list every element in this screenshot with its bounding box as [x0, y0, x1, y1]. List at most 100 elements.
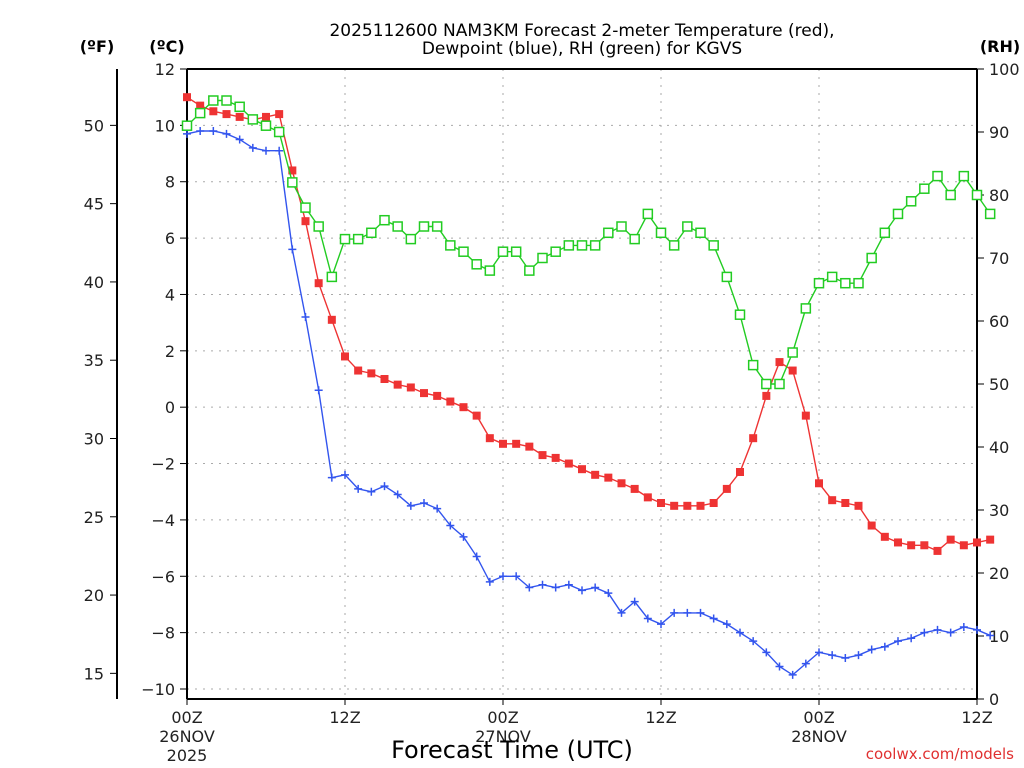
- rh-point: [589, 240, 601, 251]
- celsius-tick-label: 0: [165, 398, 175, 417]
- x-tick-label: 12Z: [645, 708, 676, 727]
- rh-point: [761, 378, 772, 390]
- dewpoint-point: [301, 313, 310, 321]
- temperature-point: [959, 541, 968, 550]
- fahrenheit-tick-label: 50: [84, 116, 104, 135]
- dewpoint-point: [235, 135, 244, 144]
- dewpoint-point: [564, 580, 573, 589]
- rh-point: [181, 120, 193, 131]
- dewpoint-point: [854, 651, 863, 660]
- dewpoint-point: [288, 245, 297, 254]
- temperature-point: [946, 535, 955, 544]
- rh-point: [260, 120, 272, 131]
- dewpoint-point: [499, 572, 507, 581]
- temperature-point: [722, 484, 731, 493]
- dewpoint-point: [828, 651, 837, 660]
- rh-point: [287, 177, 298, 188]
- rh-point: [826, 271, 838, 283]
- rh-point: [853, 277, 864, 289]
- temperature-point: [578, 465, 586, 474]
- temperature-point: [775, 358, 784, 367]
- rh-point: [247, 114, 259, 125]
- dewpoint-point: [472, 552, 481, 561]
- rh-point: [326, 271, 338, 283]
- rh-point: [932, 170, 943, 182]
- x-tick-label: 12Z: [961, 708, 992, 727]
- temperature-point: [288, 166, 297, 175]
- temperature-point: [920, 541, 929, 550]
- dewpoint-point: [775, 662, 784, 671]
- celsius-tick-label: −8: [151, 624, 175, 643]
- temperature-point: [736, 468, 744, 476]
- rh-point: [734, 309, 746, 320]
- temperature-point: [459, 403, 468, 412]
- temperature-point: [709, 499, 718, 507]
- celsius-unit-label: (ºC): [149, 37, 184, 56]
- rh-point: [747, 359, 759, 371]
- dewpoint-point: [459, 532, 468, 541]
- rh-unit-label: (RH): [980, 37, 1020, 56]
- rh-point: [971, 189, 983, 201]
- temperature-point: [564, 459, 573, 468]
- dewpoint-point: [275, 146, 284, 155]
- temperature-point: [591, 470, 600, 479]
- dewpoint-point: [788, 670, 797, 679]
- dewpoint-point: [749, 637, 758, 646]
- rh-point: [537, 252, 548, 264]
- temperature-point: [420, 389, 428, 398]
- fahrenheit-tick-label: 45: [84, 195, 104, 214]
- dewpoint-point: [762, 648, 771, 657]
- grid: [187, 69, 977, 699]
- temperature-point: [854, 501, 863, 510]
- temperature-point: [446, 397, 455, 406]
- dewpoint-point: [367, 487, 376, 496]
- rh-point: [221, 95, 232, 106]
- rh-point: [445, 240, 456, 251]
- rh-point: [774, 378, 785, 390]
- x-tick-label: 00Z: [487, 708, 518, 727]
- dewpoint-point: [314, 386, 323, 395]
- rh-point: [840, 277, 851, 289]
- dewpoint-point: [709, 614, 718, 623]
- dewpoint-point: [722, 620, 731, 629]
- series-line-rh: [186, 99, 991, 385]
- dewpoint-point: [248, 143, 257, 152]
- dewpoint-point: [327, 473, 336, 482]
- rh-point: [313, 221, 324, 232]
- series-dewpoint: [183, 127, 995, 679]
- temperature-point: [512, 439, 521, 448]
- temperature-point: [235, 112, 244, 121]
- rh-point: [273, 126, 285, 138]
- dewpoint-point: [841, 654, 850, 662]
- temperature-point: [525, 442, 534, 451]
- rh-tick-label: 40: [989, 438, 1009, 457]
- celsius-tick-label: 4: [165, 285, 175, 304]
- rh-point: [497, 246, 509, 257]
- temperature-point: [433, 391, 442, 400]
- x-axis-label: Forecast Time (UTC): [391, 736, 633, 764]
- rh-point: [484, 265, 496, 276]
- temperature-point: [788, 366, 797, 375]
- temperature-point: [749, 434, 758, 443]
- celsius-tick-label: 2: [165, 342, 175, 361]
- credit-label: coolwx.com/models: [866, 745, 1014, 763]
- dewpoint-point: [420, 499, 428, 507]
- rh-point: [721, 271, 733, 283]
- temperature-point: [551, 453, 560, 462]
- celsius-tick-label: 8: [165, 173, 175, 192]
- rh-point: [576, 240, 588, 251]
- dewpoint-point: [380, 482, 389, 491]
- fahrenheit-tick-label: 25: [84, 508, 104, 527]
- dewpoint-point: [551, 583, 560, 592]
- temperature-point: [696, 501, 705, 510]
- temperature-point: [327, 315, 336, 324]
- fahrenheit-tick-label: 20: [84, 586, 104, 605]
- dewpoint-point: [630, 597, 639, 606]
- rh-point: [603, 227, 614, 239]
- temperature-point: [762, 391, 771, 400]
- dewpoint-point: [643, 614, 652, 623]
- rh-point: [958, 170, 970, 182]
- temperature-point: [222, 110, 231, 119]
- dewpoint-point: [406, 501, 415, 510]
- dewpoint-point: [591, 583, 600, 592]
